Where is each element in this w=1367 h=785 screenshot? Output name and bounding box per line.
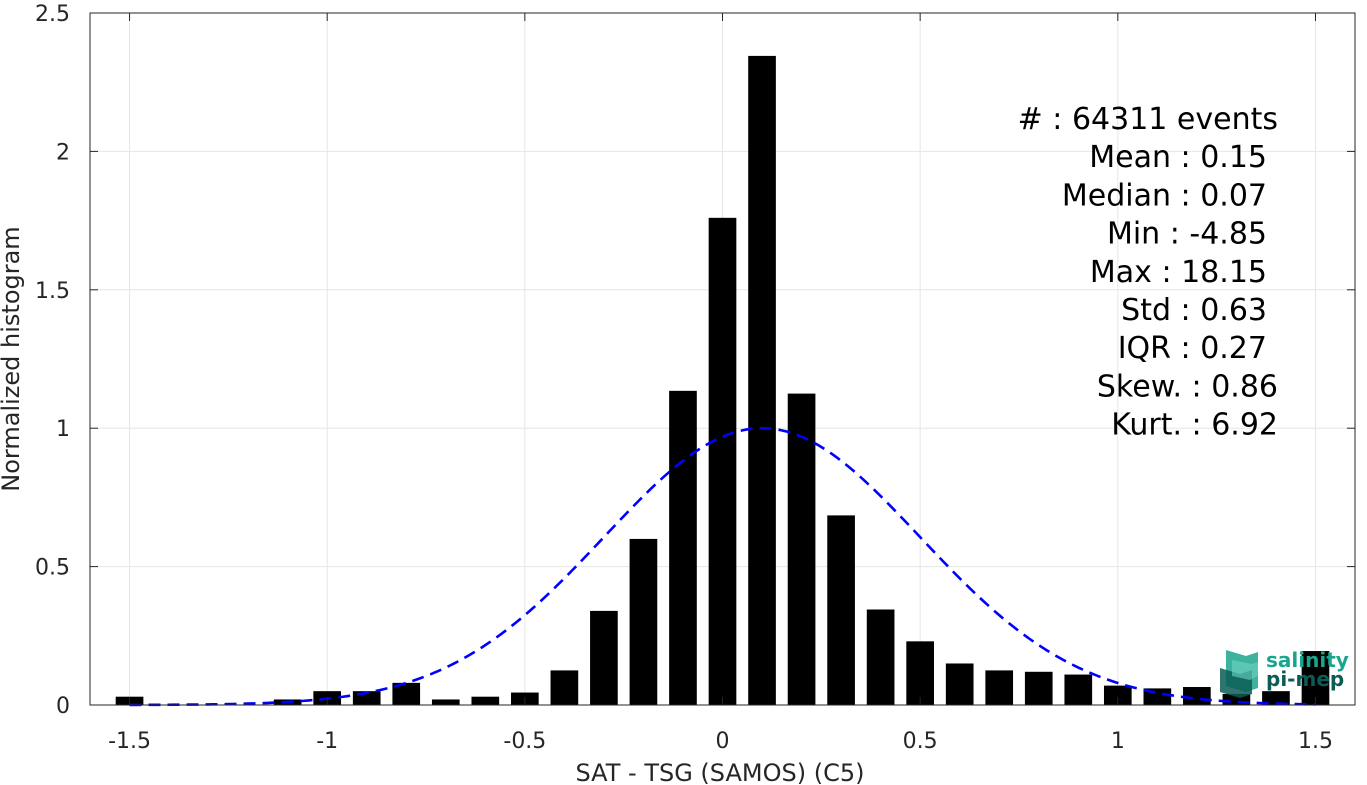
x-axis-ticks: -1.5 -1 -0.5 0 0.5 1 1.5 [108, 13, 1333, 754]
salinity-pi-mep-logo: salinity pi-mep [1220, 648, 1349, 698]
stats-line: Kurt. : 6.92 [1111, 408, 1278, 443]
histogram-bar [1064, 674, 1093, 705]
histogram-bar [1262, 691, 1290, 705]
y-tick-label: 2.5 [35, 2, 70, 27]
histogram-bar [471, 696, 500, 705]
histogram-bar [787, 393, 816, 705]
histogram-bar [827, 515, 855, 705]
y-axis-label: Normalized histogram [0, 226, 25, 491]
histogram-bar [629, 538, 658, 705]
x-tick-label: -0.5 [503, 729, 546, 754]
x-tick-label: 0 [716, 729, 730, 754]
stats-line: Max : 18.15 [1090, 255, 1267, 290]
histogram-bar [906, 641, 934, 705]
histogram-bar [550, 670, 579, 705]
stats-line: Min : -4.85 [1107, 217, 1267, 252]
histogram-bar [866, 609, 895, 705]
y-tick-label: 0 [56, 694, 70, 719]
y-tick-label: 2 [56, 140, 70, 165]
histogram-bar [1222, 693, 1251, 705]
y-tick-label: 0.5 [35, 556, 70, 581]
histogram-bar [985, 670, 1014, 705]
histogram-bar [1183, 687, 1211, 705]
histogram-bar [748, 55, 776, 706]
histogram-bar [669, 390, 697, 705]
stats-line: # : 64311 events [1018, 102, 1278, 137]
x-tick-label: 1.5 [1298, 729, 1333, 754]
logo-mark-icon [1220, 650, 1258, 698]
histogram-bar [431, 699, 460, 705]
histogram-bar [1301, 651, 1330, 705]
stats-line: Mean : 0.15 [1089, 140, 1267, 175]
stats-line: Skew. : 0.86 [1097, 369, 1278, 404]
logo-text-line1: salinity [1266, 648, 1349, 672]
stats-line: Median : 0.07 [1062, 178, 1267, 213]
x-tick-label: -1.5 [108, 729, 151, 754]
histogram-bar [708, 217, 737, 705]
logo-text-line2: pi-mep [1266, 667, 1344, 691]
y-tick-label: 1.5 [35, 279, 70, 304]
histogram-bar [1024, 671, 1053, 705]
x-tick-label: -1 [316, 729, 338, 754]
stats-line: IQR : 0.27 [1118, 331, 1267, 366]
y-axis-ticks: 0 0.5 1 1.5 2 2.5 [35, 2, 1355, 719]
histogram-bar [1103, 685, 1132, 705]
x-tick-label: 0.5 [903, 729, 938, 754]
bars-group [115, 55, 1330, 706]
x-axis-label: SAT - TSG (SAMOS) (C5) [576, 759, 865, 785]
stats-line: Std : 0.63 [1121, 293, 1267, 328]
x-tick-label: 1 [1111, 729, 1125, 754]
y-tick-label: 1 [56, 417, 70, 442]
histogram-bar [392, 682, 421, 705]
histogram-bar [945, 663, 974, 705]
histogram-bar [590, 610, 618, 705]
